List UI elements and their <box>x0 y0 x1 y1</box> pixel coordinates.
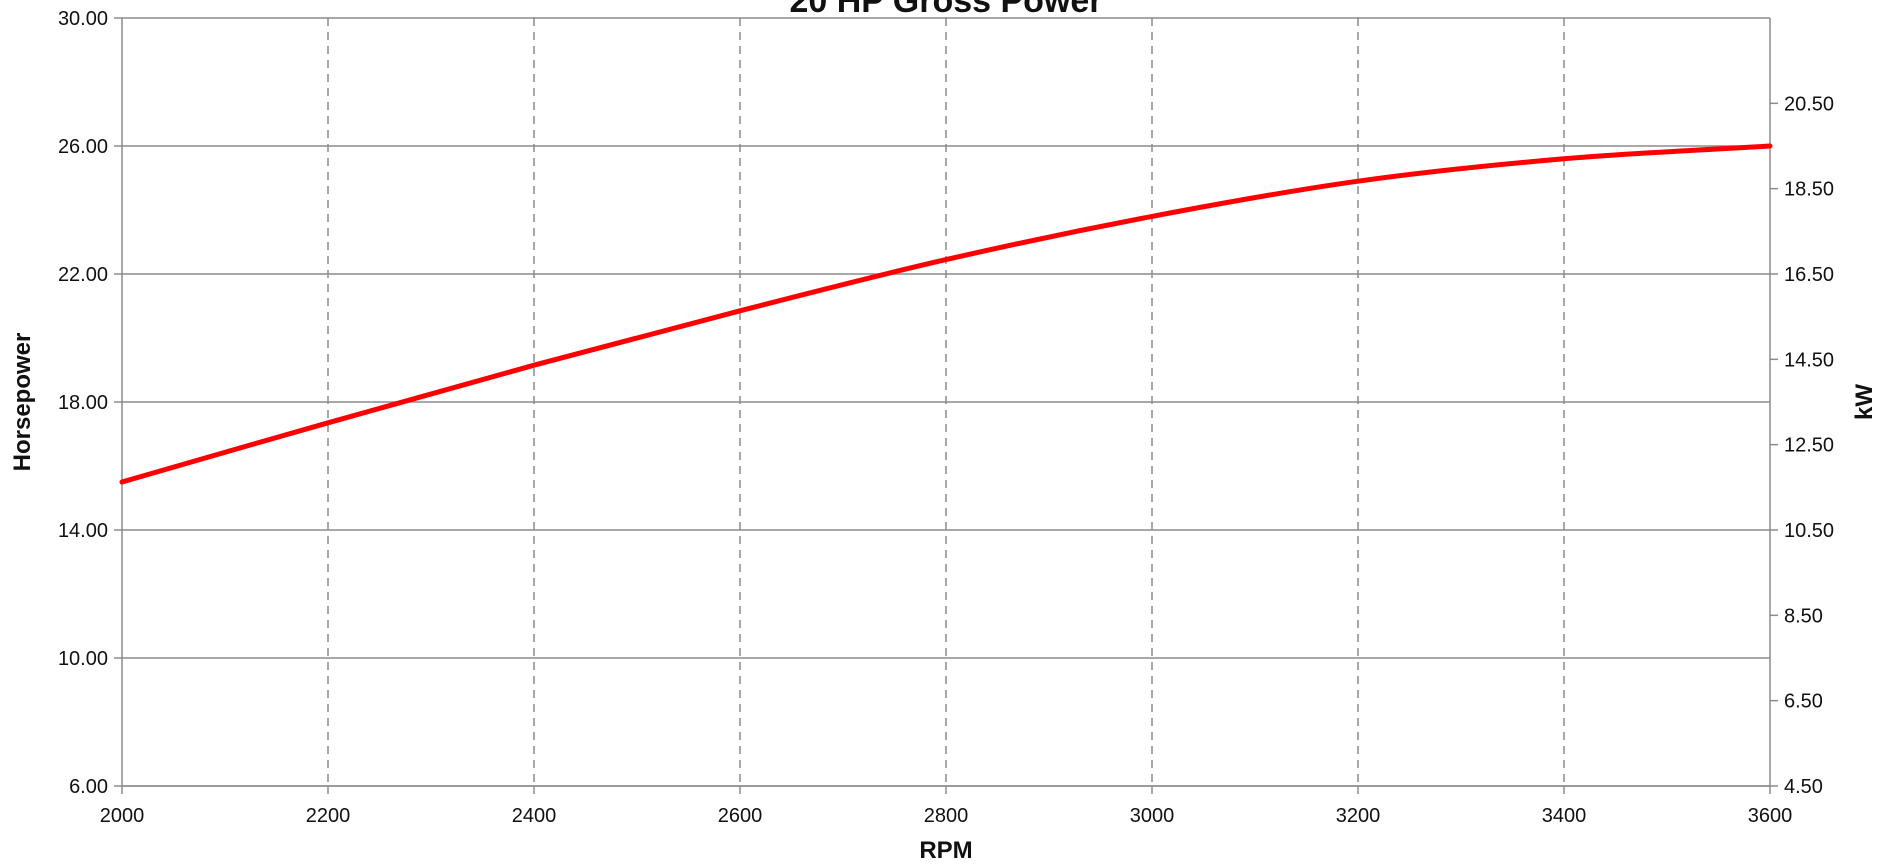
vertical-gridlines <box>327 18 1565 786</box>
y2-tick-label: 10.50 <box>1784 520 1834 542</box>
y-tick-label: 22.00 <box>58 264 108 286</box>
x-tick-label: 3400 <box>1542 805 1587 827</box>
x-tick-label: 2800 <box>924 805 969 827</box>
chart-title: 20 HP Gross Power <box>789 0 1102 20</box>
x-tick-label: 2200 <box>306 805 351 827</box>
y-tick-label: 6.00 <box>69 776 108 798</box>
x-axis-title: RPM <box>919 837 972 864</box>
y-tick-label: 26.00 <box>58 136 108 158</box>
x-tick-label: 3000 <box>1130 805 1175 827</box>
x-tick-label: 3600 <box>1748 805 1793 827</box>
y2-tick-label: 20.50 <box>1784 93 1834 115</box>
series-layer <box>119 143 1773 485</box>
tick-labels: 6.00 10.00 14.00 18.00 22.00 26.00 30.00 2000 22… <box>58 8 1834 827</box>
series-line <box>119 143 1773 485</box>
y2-tick-label: 6.50 <box>1784 691 1823 713</box>
y2-tick-label: 16.50 <box>1784 264 1834 286</box>
y2-tick-label: 18.50 <box>1784 179 1834 201</box>
x-tick-label: 2600 <box>718 805 763 827</box>
y2-tick-label: 8.50 <box>1784 605 1823 627</box>
y-tick-label: 30.00 <box>58 8 108 30</box>
y-tick-label: 14.00 <box>58 520 108 542</box>
x-tick-label: 2400 <box>512 805 557 827</box>
x-tick-label: 2000 <box>100 805 145 827</box>
y2-axis-title: kW <box>1851 384 1878 420</box>
y2-tick-label: 12.50 <box>1784 435 1834 457</box>
y2-tick-label: 4.50 <box>1784 776 1823 798</box>
y-tick-label: 18.00 <box>58 392 108 414</box>
y-tick-label: 10.00 <box>58 648 108 670</box>
y-axis-title: Horsepower <box>9 333 36 472</box>
y2-tick-label: 14.50 <box>1784 349 1834 371</box>
x-tick-label: 3200 <box>1336 805 1381 827</box>
